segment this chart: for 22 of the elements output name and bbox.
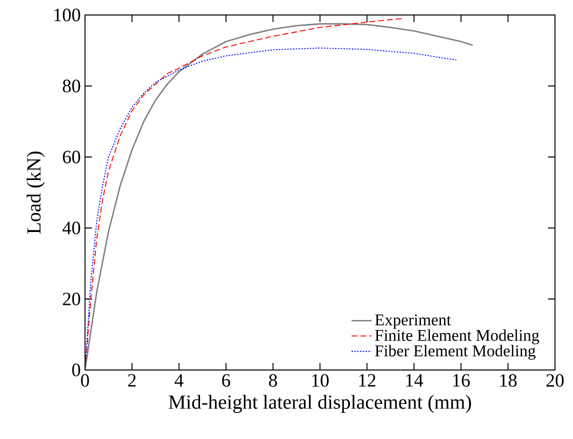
y-tick-label: 40 <box>62 222 80 234</box>
y-tick-label: 100 <box>54 8 80 22</box>
x-tick-label: 10 <box>312 374 329 387</box>
legend-label: Experiment <box>375 314 452 329</box>
legend-label: Fiber Element Modeling <box>375 344 536 360</box>
x-axis-title: Mid-height lateral displacement (mm) <box>168 394 471 413</box>
x-tick-label: 6 <box>222 374 230 387</box>
x-tick-label: 8 <box>269 374 277 387</box>
x-tick-label: 18 <box>500 374 517 387</box>
x-tick-label: 14 <box>406 374 424 386</box>
legend-label: Finite Element Modeling <box>375 329 540 344</box>
y-tick-label: 60 <box>62 150 80 164</box>
y-tick-label: 0 <box>72 364 80 376</box>
y-tick-label: 20 <box>62 292 80 306</box>
x-tick-label: 16 <box>453 374 470 387</box>
x-tick-label: 20 <box>546 374 564 387</box>
y-axis-title: Load (kN) <box>26 152 45 234</box>
y-tick-label: 80 <box>62 80 80 92</box>
x-tick-label: 0 <box>81 374 89 387</box>
x-tick-label: 4 <box>174 374 184 386</box>
x-tick-label: 2 <box>128 374 136 387</box>
x-tick-label: 12 <box>359 374 376 387</box>
